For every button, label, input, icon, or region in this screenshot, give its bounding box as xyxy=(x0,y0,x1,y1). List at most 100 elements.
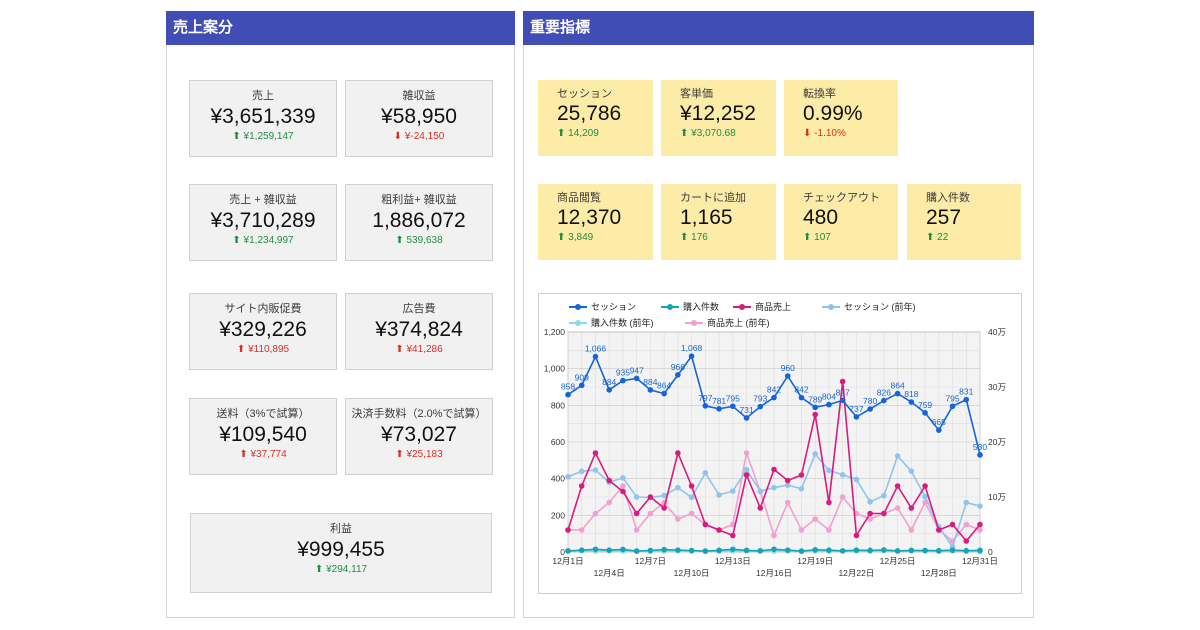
legend-swatch-dot xyxy=(828,304,834,310)
legend-label: 購入件数 (前年) xyxy=(591,317,654,328)
metric-delta: ⬆ ¥1,234,997 xyxy=(232,235,294,246)
metric-card-payment-fee[interactable]: 決済手数料（2.0%で試算） ¥73,027 ⬆ ¥25,183 xyxy=(345,398,493,475)
series-point xyxy=(963,547,970,554)
legend-swatch-dot xyxy=(691,320,697,326)
series-data-label: 884 xyxy=(602,377,616,387)
metric-label: 売上 xyxy=(252,90,274,102)
key-metrics-title: 重要指標 xyxy=(523,11,1034,45)
series-point xyxy=(606,477,612,484)
series-point xyxy=(881,492,887,499)
series-point xyxy=(675,516,681,522)
series-point xyxy=(908,547,915,554)
daily-metrics-chart[interactable]: 0 200 400 600 800 1,000 1,200 0 10万 20万 30万 40万 12月1… xyxy=(538,293,1022,594)
metric-value: ¥58,950 xyxy=(381,105,457,128)
series-point xyxy=(894,390,901,397)
series-point xyxy=(688,547,695,554)
series-point xyxy=(565,548,571,554)
series-point xyxy=(716,547,722,554)
series-point xyxy=(839,472,846,478)
series-point xyxy=(716,406,722,412)
y-left-tick-label: 1,000 xyxy=(544,364,566,374)
series-point xyxy=(757,488,764,494)
series-point xyxy=(881,547,887,553)
series-point xyxy=(743,415,750,421)
metric-card-sales[interactable]: 売上 ¥3,651,339 ⬆ ¥1,259,147 xyxy=(189,80,337,157)
y-left-tick-label: 1,200 xyxy=(544,327,566,337)
series-point xyxy=(867,516,873,522)
series-point xyxy=(743,547,750,554)
series-data-label: 947 xyxy=(630,365,644,375)
legend-label: セッション xyxy=(591,302,636,312)
series-point xyxy=(949,547,956,553)
kpi-value: 1,165 xyxy=(680,206,733,229)
series-point xyxy=(949,403,956,410)
kpi-sessions[interactable]: セッション 25,786 ⬆ 14,209 xyxy=(538,80,653,156)
metric-card-profit[interactable]: 利益 ¥999,455 ⬆ ¥294,117 xyxy=(190,513,492,593)
metric-card-site-promo[interactable]: サイト内販促費 ¥329,226 ⬆ ¥110,895 xyxy=(189,293,337,370)
series-data-label: 842 xyxy=(767,385,781,395)
series-data-label: 960 xyxy=(781,363,795,373)
kpi-product-views[interactable]: 商品閲覧 12,370 ⬆ 3,849 xyxy=(538,184,653,260)
kpi-conversion-rate[interactable]: 転換率 0.99% ⬇ -1.10% xyxy=(784,80,898,156)
series-point xyxy=(839,494,846,500)
series-point xyxy=(771,466,777,473)
series-point xyxy=(826,527,832,533)
y-left-tick-label: 200 xyxy=(551,510,565,520)
metric-card-ad-cost[interactable]: 広告費 ¥374,824 ⬆ ¥41,286 xyxy=(345,293,493,370)
kpi-value: 257 xyxy=(926,206,962,229)
series-point xyxy=(743,472,750,478)
kpi-value: 12,370 xyxy=(557,206,622,229)
arrow-up-icon: ⬆ xyxy=(557,232,566,243)
y-left-tick-label: 800 xyxy=(551,400,565,410)
series-point xyxy=(606,547,612,553)
metric-value: ¥109,540 xyxy=(219,423,307,446)
series-data-label: 731 xyxy=(739,405,753,415)
kpi-checkout[interactable]: チェックアウト 480 ⬆ 107 xyxy=(784,184,898,260)
kpi-purchases[interactable]: 購入件数 257 ⬆ 22 xyxy=(907,184,1021,260)
legend-label: 商品売上 xyxy=(755,301,791,312)
series-point xyxy=(784,482,791,488)
metric-value: ¥3,651,339 xyxy=(210,105,316,128)
metric-delta: ⬆ ¥110,895 xyxy=(236,344,290,355)
series-point xyxy=(949,521,956,528)
arrow-up-icon: ⬆ xyxy=(395,449,404,460)
series-point xyxy=(633,510,640,517)
series-point xyxy=(867,510,873,517)
kpi-delta: ⬇ -1.10% xyxy=(803,128,846,139)
metric-label: 送料（3%で試算） xyxy=(216,408,310,420)
y-right-tick-label: 0 xyxy=(988,547,993,557)
series-point xyxy=(633,548,640,554)
series-point xyxy=(647,547,654,554)
series-data-label: 842 xyxy=(794,385,808,395)
metric-delta: ⬆ 539,638 xyxy=(395,235,443,246)
series-point xyxy=(565,474,571,480)
series-data-label: 804 xyxy=(822,392,836,402)
kpi-label: チェックアウト xyxy=(803,192,880,204)
series-point xyxy=(771,394,777,401)
series-point xyxy=(606,387,612,393)
metric-delta: ⬆ ¥41,286 xyxy=(395,344,443,355)
series-data-label: 831 xyxy=(959,387,973,397)
kpi-avg-order-value[interactable]: 客単価 ¥12,252 ⬆ ¥3,070.68 xyxy=(661,80,776,156)
y-right-tick-label: 40万 xyxy=(988,327,1006,337)
series-point xyxy=(675,450,681,456)
kpi-label: 客単価 xyxy=(680,88,713,100)
series-point xyxy=(771,532,777,539)
series-data-label: 781 xyxy=(712,396,726,406)
series-point xyxy=(908,505,915,511)
series-point xyxy=(922,410,928,416)
legend-swatch-dot xyxy=(667,304,673,310)
kpi-add-to-cart[interactable]: カートに追加 1,165 ⬆ 176 xyxy=(661,184,776,260)
metric-card-gross-profit[interactable]: 粗利益+ 雑収益 1,886,072 ⬆ 539,638 xyxy=(345,184,493,261)
metric-card-shipping[interactable]: 送料（3%で試算） ¥109,540 ⬆ ¥37,774 xyxy=(189,398,337,475)
series-point xyxy=(922,547,928,554)
series-point xyxy=(963,499,970,506)
arrow-up-icon: ⬆ xyxy=(680,128,689,139)
metric-card-misc-income[interactable]: 雑収益 ¥58,950 ⬇ ¥-24,150 xyxy=(345,80,493,157)
series-point xyxy=(798,472,805,478)
series-point xyxy=(592,467,599,473)
arrow-down-icon: ⬇ xyxy=(803,128,812,139)
series-point xyxy=(661,546,667,553)
series-point xyxy=(977,452,983,458)
metric-card-sales-plus-income[interactable]: 売上 + 雑収益 ¥3,710,289 ⬆ ¥1,234,997 xyxy=(189,184,337,261)
